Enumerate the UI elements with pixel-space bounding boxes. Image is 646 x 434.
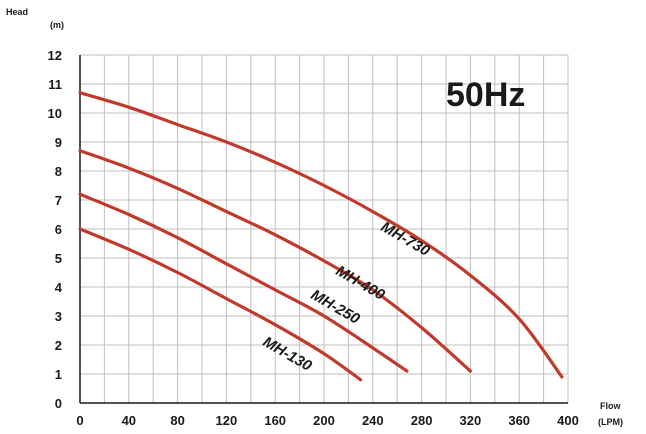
y-tick-label: 9 bbox=[55, 135, 62, 150]
y-tick-label: 7 bbox=[55, 193, 62, 208]
x-tick-label: 320 bbox=[460, 413, 482, 428]
y-tick-label: 5 bbox=[55, 251, 62, 266]
y-axis-unit: (m) bbox=[50, 20, 64, 30]
y-tick-label: 0 bbox=[55, 396, 62, 411]
y-tick-label: 2 bbox=[55, 338, 62, 353]
y-tick-label: 1 bbox=[55, 367, 62, 382]
x-tick-label: 400 bbox=[557, 413, 579, 428]
x-tick-label: 120 bbox=[216, 413, 238, 428]
y-tick-label: 8 bbox=[55, 164, 62, 179]
x-tick-label: 360 bbox=[508, 413, 530, 428]
series-curve-mh-250 bbox=[78, 192, 409, 373]
series-label-mh-130: MH-130 bbox=[260, 333, 315, 375]
y-axis-title: Head bbox=[6, 7, 28, 17]
series-curve-mh-130 bbox=[78, 227, 363, 382]
y-tick-label: 6 bbox=[55, 222, 62, 237]
x-axis-unit: (LPM) bbox=[598, 417, 623, 427]
series-curve-mh-400 bbox=[78, 149, 472, 373]
y-tick-label: 10 bbox=[48, 106, 62, 121]
x-tick-label: 40 bbox=[122, 413, 136, 428]
x-tick-label: 200 bbox=[313, 413, 335, 428]
x-tick-label: 80 bbox=[170, 413, 184, 428]
frequency-label: 50Hz bbox=[446, 76, 525, 114]
x-tick-label: 0 bbox=[76, 413, 83, 428]
series-curve-mh-730 bbox=[78, 91, 564, 379]
x-tick-label: 240 bbox=[362, 413, 384, 428]
y-tick-label: 3 bbox=[55, 309, 62, 324]
y-tick-label: 12 bbox=[48, 48, 62, 63]
y-tick-label: 11 bbox=[48, 77, 62, 92]
y-tick-label: 4 bbox=[55, 280, 63, 295]
x-axis-title: Flow bbox=[600, 401, 621, 411]
series-label-mh-730: MH-730 bbox=[378, 218, 433, 260]
series-lines bbox=[78, 91, 564, 382]
series-label-mh-400: MH-400 bbox=[333, 262, 388, 304]
x-tick-label: 280 bbox=[411, 413, 433, 428]
x-tick-label: 160 bbox=[264, 413, 286, 428]
